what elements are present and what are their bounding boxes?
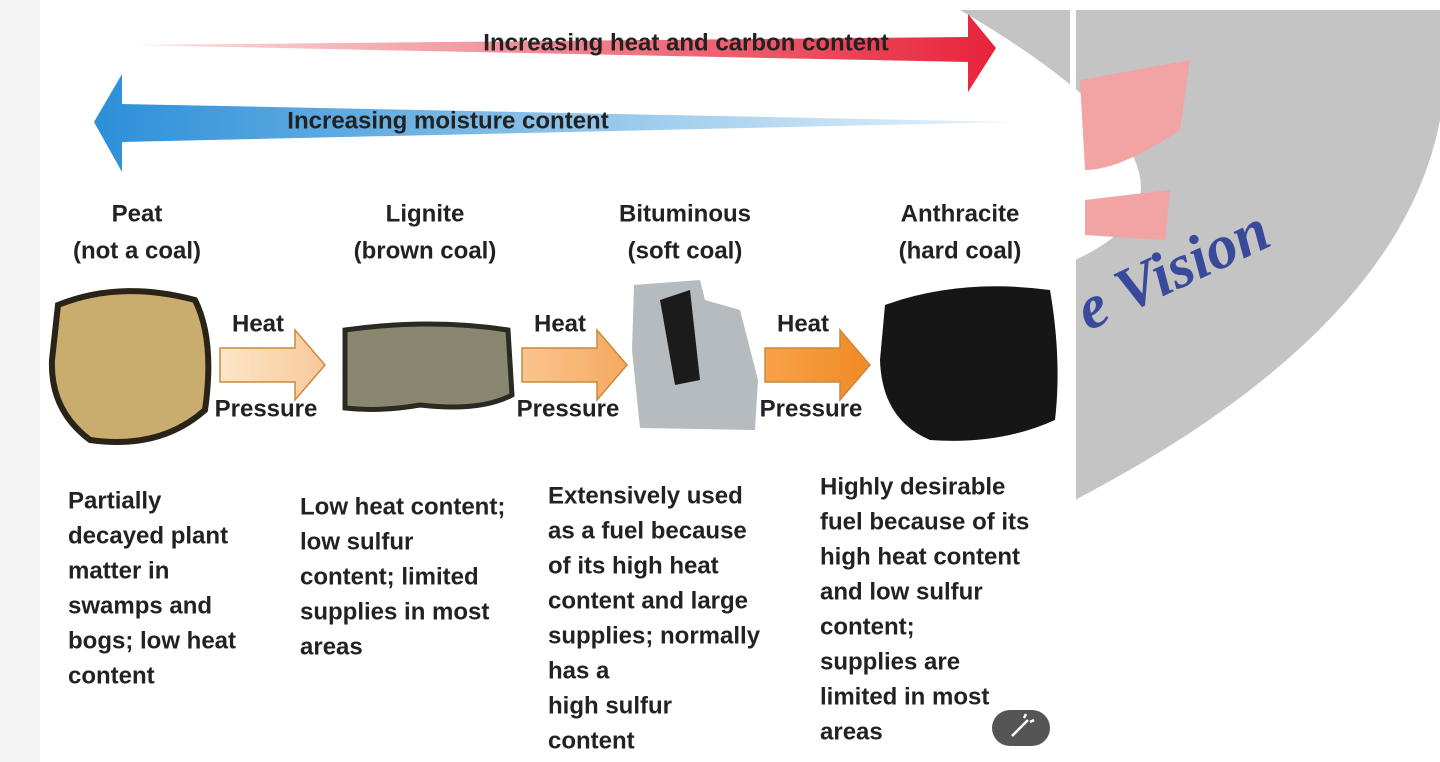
diagram: e Vision Increasing heat and carbon cont… [0,0,1440,762]
stage-description: has a [548,657,610,684]
transition-arrow [765,330,870,400]
transition-bottom: Pressure [517,395,620,422]
stage-name: Anthracite [901,200,1020,227]
stage-description: Extensively used [548,482,743,509]
anthracite-rock [880,286,1058,441]
transition-arrow [522,330,627,400]
stage-description: supplies are [820,648,960,675]
side-strip [0,0,40,762]
stage-description: limited in most [820,683,989,710]
stage-description: content and large [548,587,748,614]
stage-description: low sulfur [300,528,413,555]
lignite-rock [345,324,512,409]
stage-description: of its high heat [548,552,719,579]
stage-description: supplies; normally [548,622,761,649]
stage-description: Partially [68,487,162,514]
stage-description: supplies in most [300,598,489,625]
stage-description: high sulfur [548,692,672,719]
stage-description: areas [300,633,363,660]
stage-subtitle: (soft coal) [628,237,743,264]
stage-name: Peat [112,200,163,227]
transition-bottom: Pressure [215,395,318,422]
stage-description: content [68,662,155,689]
stage-name: Lignite [386,200,465,227]
page: e Vision Increasing heat and carbon cont… [0,0,1440,762]
stage-description: matter in [68,557,169,584]
transition-top: Heat [777,310,829,337]
stage-description: areas [820,718,883,745]
transition-bottom: Pressure [760,395,863,422]
peat-rock [52,291,208,442]
stage-description: fuel because of its [820,508,1029,535]
transition-top: Heat [534,310,586,337]
divider [1070,0,1076,762]
transition-arrow [220,330,325,400]
stage-description: high heat content [820,543,1020,570]
stage-name: Bituminous [619,200,751,227]
stage-description: content [548,727,635,754]
stage-description: and low sulfur [820,578,983,605]
stage-description: swamps and [68,592,212,619]
heat-arrow-label: Increasing heat and carbon content [483,29,888,56]
transition-top: Heat [232,310,284,337]
stage-subtitle: (not a coal) [73,237,201,264]
moisture-arrow-label: Increasing moisture content [287,107,608,134]
stage-description: Low heat content; [300,493,505,520]
stage-subtitle: (hard coal) [899,237,1022,264]
stage-description: as a fuel because [548,517,747,544]
stage-description: content; [820,613,915,640]
stage-description: bogs; low heat [68,627,236,654]
stage-description: decayed plant [68,522,228,549]
stage-description: content; limited [300,563,479,590]
stage-description: Highly desirable [820,473,1005,500]
stage-subtitle: (brown coal) [354,237,497,264]
